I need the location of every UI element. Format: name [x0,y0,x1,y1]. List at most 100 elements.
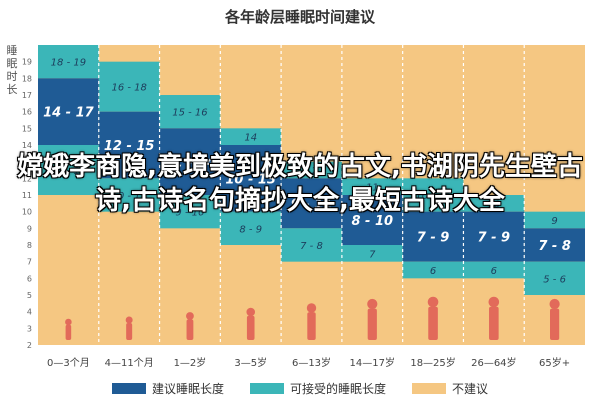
legend-label-acceptable: 可接受的睡眠长度 [289,382,386,396]
toddler-icon-body [186,319,194,340]
y-tick-label: 14 [22,141,32,150]
bar-acceptable-lower [220,211,282,245]
bar-recommended [402,211,464,262]
elder-icon-body [550,308,560,340]
bar-recommended [463,211,525,262]
bar-label-acceptable-lower: 6 [491,266,497,277]
bar-acceptable-upper [402,178,464,212]
y-tick-label: 5 [27,291,32,300]
category-label: 6—13岁 [292,356,331,369]
overlay-caption: 嫦娥李商隐,意境美到极致的古文,书湖阴先生壁古诗,古诗名句摘抄大全,最短古诗大全 [17,152,583,216]
bar-label-acceptable-lower: 8 - 9 [239,224,262,235]
adult-icon-body [428,306,438,340]
y-tick-label: 7 [27,258,32,267]
bar-label-acceptable-upper: 10 [487,199,500,210]
bar-label-recommended: 11 - 14 [165,156,216,171]
category-label: 65岁+ [539,356,570,369]
legend-swatch-recommended [111,383,146,394]
bar-recommended [159,128,221,195]
bar-acceptable-upper [463,195,525,212]
bar-acceptable-upper [220,128,282,145]
bar-label-acceptable-lower: 10 - 11 [111,191,146,202]
crawling-baby-icon-body [126,323,133,340]
legend-swatch-acceptable [249,383,284,394]
crawling-baby-icon [125,316,133,324]
legend-swatch-not-recommended [412,383,446,394]
legend-item-acceptable: 可接受的睡眠长度 [249,380,386,397]
y-tick-label: 6 [27,274,32,283]
bar-label-acceptable-upper: 16 - 18 [111,83,146,94]
bar-label-acceptable-lower: 6 [430,266,436,277]
bar-label-recommended: 7 - 9 [478,231,511,246]
y-axis-label: 睡眠时长 [6,44,18,96]
bar-label-acceptable-upper: 9 [551,216,557,227]
bar-label-recommended: 9 - 11 [291,197,333,212]
bar-recommended [98,111,160,179]
child-icon [246,307,256,317]
y-tick-label: 4 [27,308,32,317]
bar-label-acceptable-upper: 10 - 11 [415,191,450,202]
category-label: 4—11个月 [105,357,154,369]
chart-legend: 建议睡眠长度 可接受的睡眠长度 不建议 [0,380,600,397]
bar-label-acceptable-upper: 12 [305,166,318,177]
bar-acceptable-upper [38,45,99,79]
y-tick-label: 13 [22,158,32,167]
bar-acceptable-upper [524,211,585,229]
legend-item-not-recommended: 不建议 [412,380,488,397]
child-icon-body [246,315,255,340]
bar-acceptable-upper [341,178,403,195]
bar-recommended [341,195,403,245]
bar-label-acceptable-lower: 7 - 8 [300,241,323,252]
y-tick-label: 2 [27,341,32,350]
y-tick-label: 9 [27,224,32,233]
bar-acceptable-lower [281,228,342,262]
toddler-icon [186,312,194,320]
y-tick-label: 19 [22,58,32,67]
legend-item-recommended: 建议睡眠长度 [111,380,224,397]
category-label: 3—5岁 [234,356,267,369]
category-label: 1—2岁 [174,356,207,369]
bar-label-acceptable-upper: 11 [366,183,379,194]
legend-label-recommended: 建议睡眠长度 [151,382,224,396]
bar-acceptable-lower [463,261,525,279]
y-tick-label: 17 [22,91,32,100]
y-tick-label: 8 [27,241,32,250]
bar-label-recommended: 7 - 8 [538,239,571,254]
category-label: 0—3个月 [47,357,90,369]
category-label: 14—17岁 [350,356,395,369]
teen-icon [367,298,378,310]
elder-icon [549,298,560,310]
y-tick-label: 15 [22,124,32,133]
baby-icon-body [65,324,72,340]
bar-label-acceptable-lower: 11 - 13 [51,166,86,177]
bar-acceptable-upper [281,161,342,179]
bar-acceptable-lower [341,245,403,262]
bar-label-recommended: 8 - 10 [351,214,393,229]
chart-title: 各年龄层睡眠时间建议 [224,8,375,26]
bar-label-recommended: 7 - 9 [417,231,450,246]
bar-recommended [524,228,585,262]
bar-recommended [220,145,282,212]
category-label: 26—64岁 [471,356,516,369]
bar-acceptable-lower [98,178,160,212]
y-tick-label: 3 [27,324,32,333]
bar-acceptable-lower [38,145,99,195]
bar-recommended [281,178,342,229]
teen-icon-body [367,308,377,340]
baby-icon [65,318,72,326]
bar-label-recommended: 12 - 15 [104,139,155,154]
child-icon-body [307,312,316,340]
adult-icon [488,296,500,308]
bar-acceptable-upper [98,61,160,112]
bar-label-acceptable-lower: 7 [369,249,376,260]
bar-recommended [38,78,99,145]
bar-acceptable-lower [159,195,221,229]
y-tick-label: 18 [22,74,32,83]
bar-acceptable-lower [524,261,585,295]
y-tick-label: 12 [22,174,32,183]
bar-label-acceptable-upper: 15 - 16 [172,108,207,119]
child-icon [306,303,317,313]
category-label: 18—25岁 [410,356,455,369]
y-tick-label: 10 [22,208,32,217]
